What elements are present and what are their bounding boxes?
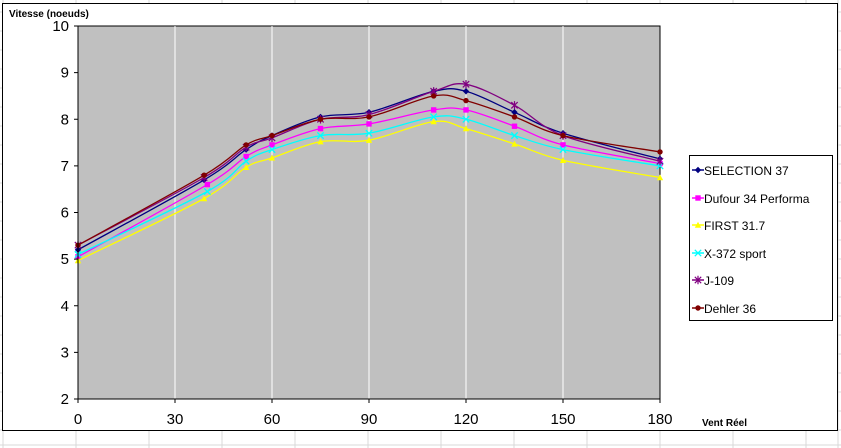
data-point <box>200 195 208 202</box>
data-point <box>511 140 518 147</box>
y-axis-title: Vitesse (noeuds) <box>9 9 89 20</box>
data-point <box>694 275 702 285</box>
data-point <box>511 114 518 120</box>
data-point <box>462 88 470 95</box>
series-first-31-7 <box>74 118 664 264</box>
data-point <box>694 166 702 174</box>
data-point <box>463 97 469 104</box>
data-point <box>694 221 702 228</box>
legend-item[interactable]: SELECTION 37 <box>690 159 834 181</box>
data-point <box>201 172 207 178</box>
data-point <box>559 157 567 163</box>
y-tick-label: 8 <box>61 111 69 128</box>
y-tick-label: 2 <box>61 391 69 408</box>
data-point <box>204 181 211 188</box>
legend-item[interactable]: Dehler 36 <box>690 297 834 319</box>
data-point <box>430 118 437 125</box>
data-point <box>268 145 276 154</box>
legend-label: X-372 sport <box>704 246 767 261</box>
y-tick-label: 9 <box>61 65 69 82</box>
data-point <box>695 304 701 311</box>
x-tick-labels: 0 30 60 90 120 150 180 <box>74 411 673 428</box>
data-point <box>268 154 276 161</box>
data-point <box>559 145 567 154</box>
data-point <box>695 194 701 201</box>
data-point <box>510 101 519 110</box>
y-tick-labels: 2 3 4 5 6 7 8 9 10 <box>52 18 69 408</box>
legend-item[interactable]: J-109 <box>690 269 834 291</box>
legend-label: Dehler 36 <box>704 301 757 316</box>
legend-item[interactable]: X-372 sport <box>690 242 834 264</box>
legend-swatch <box>692 248 704 257</box>
data-point <box>365 129 373 137</box>
data-point <box>269 132 275 139</box>
series-dehler-36 <box>75 93 663 248</box>
legend-label: J-109 <box>704 274 735 288</box>
data-point <box>366 114 372 120</box>
y-tick-label: 5 <box>61 251 69 268</box>
y-tick-label: 4 <box>61 298 69 315</box>
legend-item[interactable]: FIRST 31.7 <box>690 214 834 236</box>
legend-swatch <box>692 275 704 285</box>
legend-swatch <box>692 194 704 201</box>
y-tick-label: 6 <box>61 205 69 222</box>
data-point <box>317 125 324 132</box>
legend-swatch <box>692 166 704 174</box>
data-point <box>243 142 249 148</box>
data-point <box>316 131 325 140</box>
legend-label: Dufour 34 Performa <box>704 191 810 206</box>
data-point <box>511 109 518 116</box>
legend[interactable]: SELECTION 37 Dufour 34 Performa FIRST 31.7… <box>689 155 833 321</box>
legend-swatch <box>692 221 704 228</box>
data-point <box>366 121 372 127</box>
data-point <box>203 187 211 196</box>
x-tick-label: 180 <box>647 411 672 428</box>
data-point <box>243 153 249 160</box>
series-x-372-sport <box>74 113 664 259</box>
legend-label: SELECTION 37 <box>704 164 789 178</box>
x-tick-label: 150 <box>550 411 575 428</box>
data-point <box>430 93 437 99</box>
data-point <box>510 131 519 140</box>
data-point <box>694 248 702 257</box>
data-point <box>462 125 470 132</box>
data-point <box>462 115 470 123</box>
axes <box>74 25 661 403</box>
x-tick-label: 30 <box>167 411 184 428</box>
data-point <box>430 107 437 113</box>
legend-label: FIRST 31.7 <box>704 219 766 233</box>
data-point <box>560 142 566 148</box>
y-tick-label: 7 <box>61 158 69 175</box>
x-tick-label: 120 <box>453 411 478 428</box>
x-tick-label: 0 <box>74 411 82 428</box>
legend-swatch <box>692 304 704 311</box>
data-point <box>560 132 566 139</box>
data-point <box>242 164 250 170</box>
data-point <box>269 142 275 148</box>
data-point <box>430 113 438 121</box>
x-tick-label: 60 <box>264 411 281 428</box>
data-point <box>317 116 324 122</box>
y-tick-label: 3 <box>61 344 69 361</box>
series-lines <box>74 80 664 264</box>
data-point <box>462 80 470 89</box>
x-tick-label: 90 <box>361 411 378 428</box>
data-point <box>657 149 663 155</box>
data-point <box>463 107 469 113</box>
data-point <box>656 174 664 181</box>
data-point <box>242 157 250 165</box>
data-point <box>317 138 324 145</box>
x-axis-title: Vent Réel <box>702 418 747 429</box>
legend-item[interactable]: Dufour 34 Performa <box>690 187 834 209</box>
data-point <box>656 157 664 166</box>
data-point <box>511 123 518 129</box>
data-point <box>365 137 373 143</box>
y-tick-label: 10 <box>52 18 69 35</box>
line-chart: 2 3 4 5 6 7 8 9 10 0 30 60 90 120 150 180 Vitesse (noe… <box>9 9 747 429</box>
